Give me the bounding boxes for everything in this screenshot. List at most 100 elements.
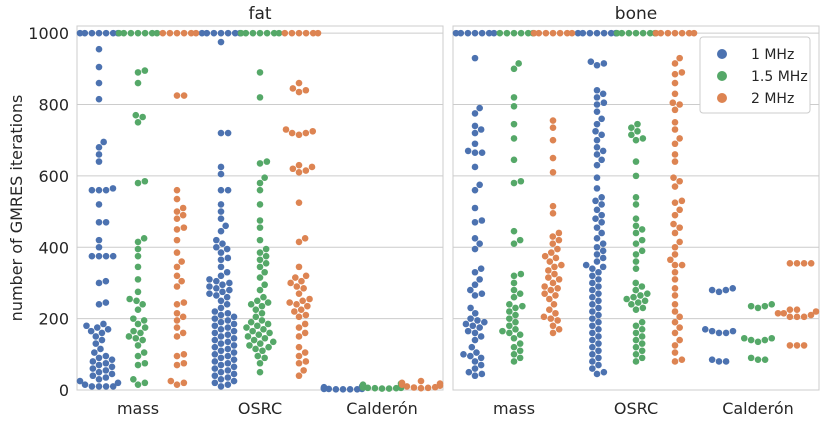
bone-1mhz-0-point-43 (471, 129, 479, 137)
fat-2mhz-0-point-37 (192, 29, 200, 37)
fat-15mhz-1-point-47 (256, 160, 264, 167)
bone-2mhz-0-point-41 (563, 29, 571, 37)
bone-1mhz-1-point-19 (595, 304, 602, 312)
bone-15mhz-1-point-38 (632, 136, 640, 144)
fat-15mhz-1-point-32 (256, 274, 264, 281)
bone-2mhz-1-point-38 (676, 101, 683, 108)
bone-1mhz-2-point-10 (708, 286, 716, 294)
fat-1mhz-1-point-75 (217, 163, 225, 171)
fat-1mhz-1-point-17 (224, 352, 232, 360)
fat-15mhz-0-point-39 (148, 29, 156, 37)
bone-15mhz-0-point-29 (517, 177, 525, 185)
bone-1mhz-1-point-2 (589, 365, 596, 372)
fat-15mhz-0-point-37 (141, 29, 149, 37)
bone-2mhz-2-point-5 (786, 313, 794, 321)
fat-1mhz-0-point-27 (87, 327, 95, 335)
bone-2mhz-0-point-21 (558, 261, 565, 269)
fat-1mhz-0-point-37 (102, 252, 110, 260)
fat-15mhz-0-point-7 (134, 342, 142, 349)
fat-1mhz-1-point-70 (217, 208, 225, 215)
bone-15mhz-1-point-17 (623, 295, 630, 303)
fat-15mhz-0-point-15 (140, 317, 148, 324)
bone-2mhz-1-point-46 (671, 29, 679, 37)
fat-15mhz-0-point-41 (153, 29, 161, 37)
fat-1mhz-1-point-45 (217, 297, 225, 305)
bone-1mhz-1-point-9 (595, 340, 602, 347)
fat-1mhz-0-point-0 (95, 383, 103, 390)
x-ticks-bone: mass OSRC Calderón (493, 399, 794, 418)
bone-15mhz-1-point-43 (634, 120, 641, 128)
bone-2mhz-0-point-15 (549, 279, 557, 287)
fat-1mhz-1-point-19 (230, 349, 238, 356)
bone-1mhz-0-point-0 (471, 372, 479, 380)
fat-1mhz-0-point-4 (81, 381, 89, 388)
fat-1mhz-0-point-8 (102, 374, 110, 381)
bone-1mhz-0-point-20 (467, 315, 474, 322)
bone-2mhz-2-point-0 (793, 342, 801, 349)
bone-1mhz-2-point-8 (715, 288, 723, 296)
fat-15mhz-1-point-38 (256, 249, 264, 256)
bone-15mhz-2-point-8 (754, 304, 762, 312)
bone-2mhz-1-point-43 (678, 69, 686, 76)
fat-1mhz-1-point-59 (217, 263, 225, 271)
bone-1mhz-0-point-39 (471, 149, 479, 156)
bone-1mhz-1-point-64 (593, 94, 601, 101)
bone-15mhz-0-point-22 (510, 279, 518, 287)
bone-1mhz-1-point-53 (593, 151, 601, 158)
fat-1mhz-1-point-30 (211, 329, 219, 337)
bone-1mhz-1-point-51 (593, 161, 601, 169)
bone-2mhz-1-point-23 (670, 220, 677, 228)
fat-1mhz-1-point-25 (224, 338, 232, 346)
fat-1mhz-0-point-29 (93, 324, 101, 331)
bone-15mhz-2-point-11 (768, 301, 776, 308)
fat-1mhz-1-point-28 (217, 333, 225, 340)
fat-15mhz-0-point-27 (140, 235, 148, 242)
fat-15mhz-1-point-19 (264, 320, 272, 328)
fat-1mhz-1-point-33 (224, 324, 232, 331)
bone-15mhz-1-point-24 (632, 265, 640, 272)
bone-15mhz-0-point-19 (510, 293, 518, 301)
fat-2mhz-1-point-44 (295, 79, 303, 87)
fat-1mhz-0-point-63 (76, 29, 84, 37)
fat-1mhz-1-point-16 (217, 354, 225, 362)
fat-2mhz-1-point-22 (293, 283, 301, 290)
bone-15mhz-2-point-0 (754, 356, 762, 363)
fat-2mhz-0-point-23 (180, 224, 188, 231)
fat-2mhz-1-point-32 (302, 167, 310, 174)
fat-1mhz-0-point-35 (102, 277, 110, 285)
x-tick-osrc: OSRC (238, 399, 282, 418)
bone-2mhz-0-point-29 (549, 233, 557, 240)
fat-2mhz-2-point-1 (424, 384, 432, 392)
bone-1mhz-0-point-25 (467, 286, 474, 294)
fat-2mhz-0-point-32 (173, 29, 181, 37)
bone-1mhz-1-point-36 (599, 247, 607, 255)
fat-2mhz-0-point-25 (179, 211, 187, 219)
fat-1mhz-0-point-22 (97, 345, 104, 353)
bone-1mhz-0-point-53 (457, 29, 465, 37)
fat-2mhz-1-point-34 (308, 163, 316, 171)
fat-2mhz-0-point-2 (167, 377, 175, 385)
bone-2mhz-1-point-49 (685, 29, 693, 37)
bone-2mhz-1-point-22 (676, 224, 683, 231)
fat-15mhz-0-point-30 (134, 119, 142, 126)
bone-2mhz-0-point-40 (542, 29, 550, 37)
bone-2mhz-1-point-37 (671, 106, 679, 114)
fat-15mhz-1-point-33 (261, 268, 268, 276)
fat-2mhz-2-point-7 (436, 380, 444, 387)
fat-1mhz-1-point-53 (219, 281, 226, 289)
fat-2mhz-1-point-24 (298, 277, 305, 285)
fat-15mhz-2-point-1 (385, 385, 393, 392)
bone-15mhz-1-point-12 (632, 306, 640, 314)
fat-2mhz-1-point-30 (295, 199, 303, 206)
bone-2mhz-1-point-40 (671, 90, 679, 98)
fat-15mhz-0-point-17 (134, 306, 142, 314)
bone-1mhz-1-point-16 (589, 315, 596, 322)
fat-1mhz-0-point-59 (88, 29, 96, 37)
fat-15mhz-1-point-50 (256, 69, 264, 76)
bone-1mhz-1-point-25 (595, 283, 602, 290)
fat-1mhz-1-point-85 (198, 29, 206, 37)
bone-2mhz-2-point-13 (800, 260, 808, 267)
bone-2mhz-0-point-7 (546, 306, 553, 314)
bone-1mhz-2-point-4 (722, 329, 730, 337)
fat-15mhz-0-point-18 (139, 301, 146, 308)
